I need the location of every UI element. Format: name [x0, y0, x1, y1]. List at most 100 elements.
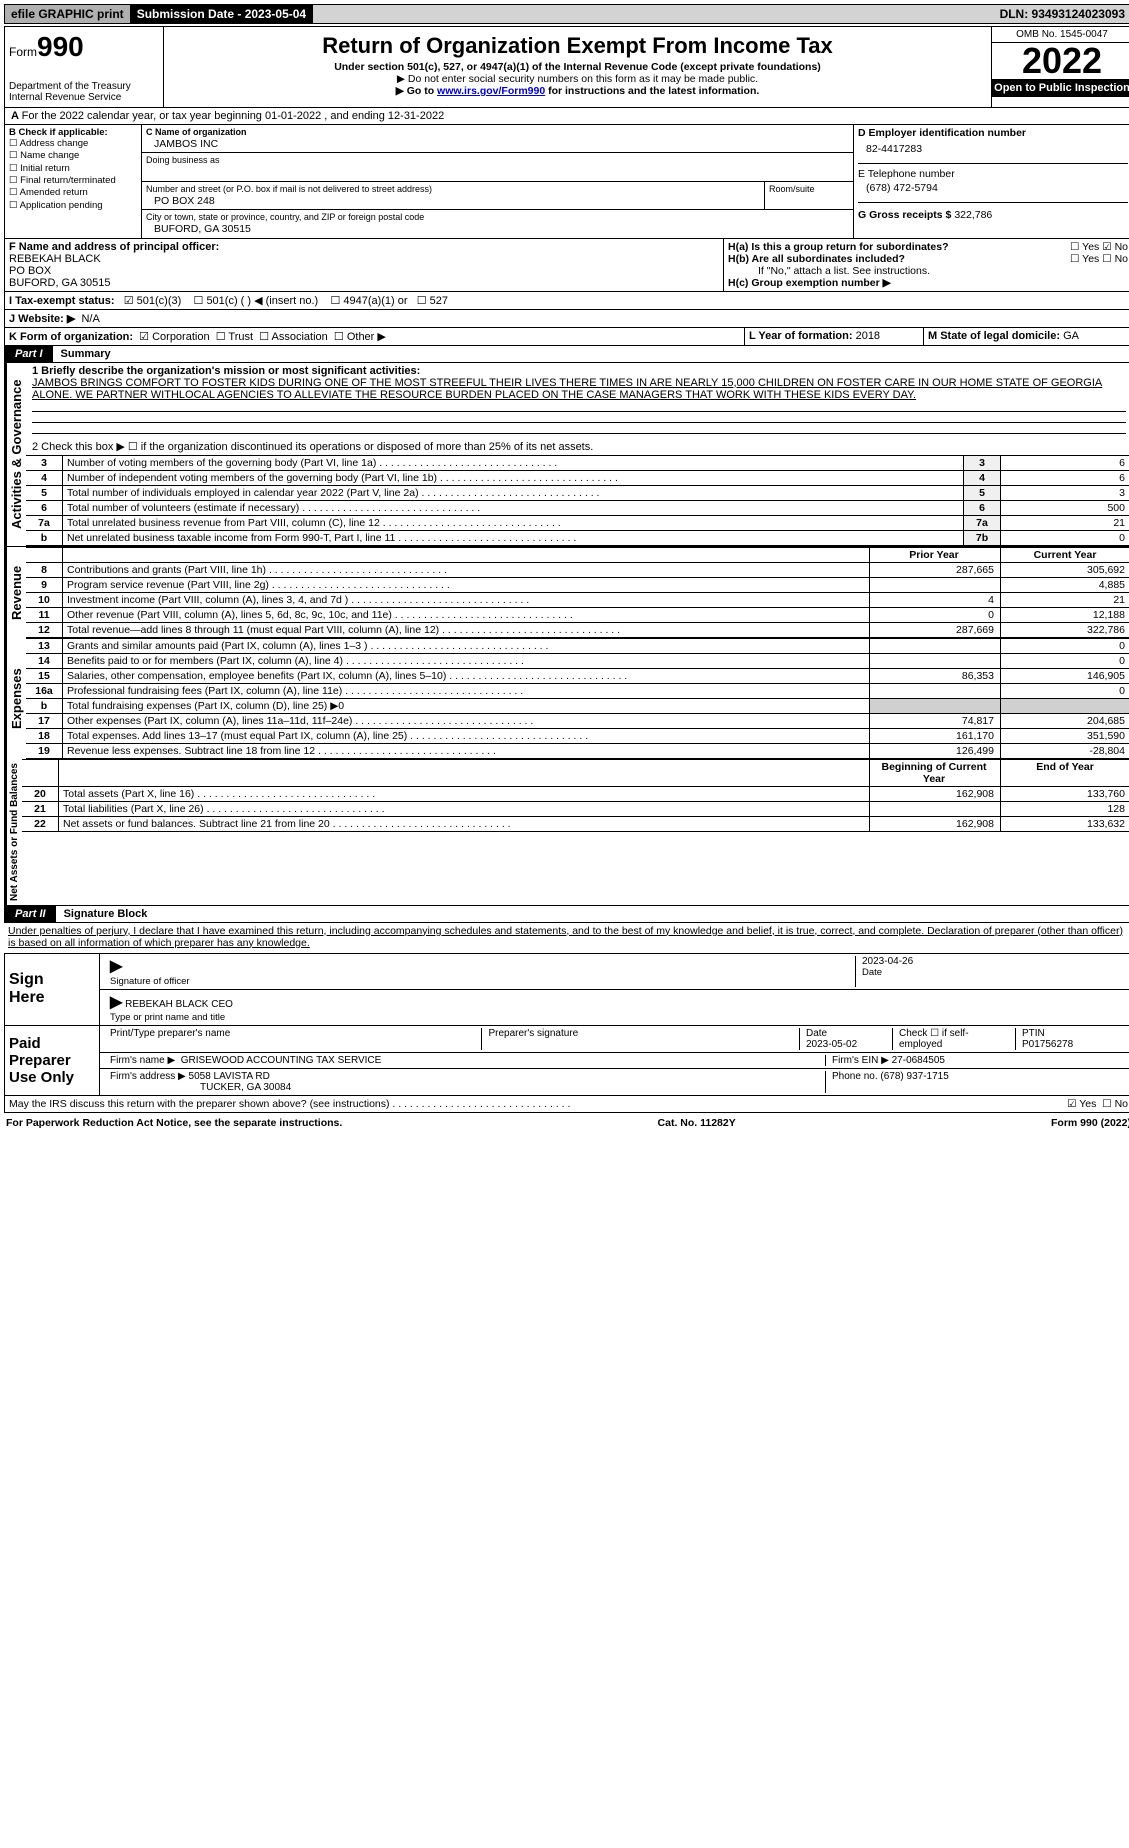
type-label: Type or print name and title [110, 1012, 225, 1023]
table-row: 6Total number of volunteers (estimate if… [26, 500, 1129, 515]
table-row: 3Number of voting members of the governi… [26, 455, 1129, 470]
line-desc: Salaries, other compensation, employee b… [63, 668, 870, 683]
sign-here: Sign Here [5, 954, 100, 1025]
h-b-text: H(b) Are all subordinates included? [728, 253, 905, 265]
form-header: Form990 Department of the Treasury Inter… [4, 26, 1129, 108]
domicile-label: M State of legal domicile: [928, 330, 1060, 342]
line-num: 5 [26, 485, 63, 500]
cb-address-change[interactable]: Address change [9, 138, 137, 150]
prior-val: 287,669 [870, 622, 1001, 637]
form-right: OMB No. 1545-0047 2022 Open to Public In… [991, 27, 1129, 107]
ein-label: D Employer identification number [858, 127, 1128, 139]
4947-label: 4947(a)(1) or [343, 295, 407, 307]
org-name-cell: C Name of organization JAMBOS INC [142, 125, 853, 153]
year-hdr: Prior Year Current Year [26, 547, 1129, 562]
firm-phone-label: Phone no. [832, 1071, 878, 1082]
cb-501c3[interactable] [124, 295, 137, 307]
addr-label: Number and street (or P.O. box if mail i… [146, 184, 760, 195]
line-desc: Benefits paid to or for members (Part IX… [63, 653, 870, 668]
current-year-hdr: Current Year [1001, 547, 1129, 562]
gov-table: 3Number of voting members of the governi… [26, 455, 1129, 546]
form-number: Form990 [9, 31, 159, 63]
table-row: bTotal fundraising expenses (Part IX, co… [26, 698, 1129, 713]
cb-final-return[interactable]: Final return/terminated [9, 175, 137, 187]
line-num: 4 [26, 470, 63, 485]
form-title: Return of Organization Exempt From Incom… [168, 33, 987, 59]
table-row: 19Revenue less expenses. Subtract line 1… [26, 743, 1129, 758]
firm-addr1: 5058 LAVISTA RD [189, 1071, 270, 1082]
sign-block: Sign Here ▶ Signature of officer 2023-04… [4, 953, 1129, 1026]
table-row: 14Benefits paid to or for members (Part … [26, 653, 1129, 668]
website-label: J Website: ▶ [9, 313, 75, 325]
line-desc: Total liabilities (Part X, line 26) [59, 801, 870, 816]
line-num: 3 [26, 455, 63, 470]
city-val: BUFORD, GA 30515 [146, 223, 849, 236]
box-i: I Tax-exempt status: 501(c)(3) 501(c) ( … [4, 292, 1129, 310]
line-desc: Total assets (Part X, line 16) [59, 786, 870, 801]
527-label: 527 [430, 295, 448, 307]
501c3-label: 501(c)(3) [137, 295, 182, 307]
yes-label2: Yes [1082, 253, 1099, 265]
table-row: 12Total revenue—add lines 8 through 11 (… [26, 622, 1129, 637]
cb-501c[interactable] [194, 295, 207, 307]
discuss-text: May the IRS discuss this return with the… [9, 1098, 1047, 1110]
expenses-section: Expenses 13Grants and similar amounts pa… [4, 638, 1129, 759]
line-num: 16a [26, 683, 63, 698]
org-name: JAMBOS INC [146, 138, 849, 151]
cb-name-change[interactable]: Name change [9, 150, 137, 162]
irs-link[interactable]: www.irs.gov/Form990 [437, 85, 545, 97]
line-num: 12 [26, 622, 63, 637]
paid1: Paid [9, 1035, 99, 1052]
other-label: Other ▶ [347, 331, 386, 343]
ptin-val: P01756278 [1022, 1039, 1073, 1050]
shaded-cell [870, 698, 1001, 713]
line-num: 8 [26, 562, 63, 577]
cb-corp[interactable] [139, 331, 152, 343]
cb-other[interactable] [334, 331, 347, 343]
form-title-block: Return of Organization Exempt From Incom… [164, 27, 991, 107]
label-a: A [11, 110, 19, 122]
prior-val: 161,170 [870, 728, 1001, 743]
prior-val [870, 801, 1001, 816]
q1-block: 1 Briefly describe the organization's mi… [26, 363, 1129, 455]
prep-date: 2023-05-02 [806, 1039, 857, 1050]
trust-label: Trust [228, 331, 253, 343]
ha-yes[interactable] [1070, 241, 1082, 253]
table-row: 11Other revenue (Part VIII, column (A), … [26, 607, 1129, 622]
part2-title: Signature Block [56, 906, 1129, 922]
cb-amended[interactable]: Amended return [9, 187, 137, 199]
cb-trust[interactable] [216, 331, 229, 343]
discuss-no[interactable] [1102, 1098, 1114, 1110]
part2-tab: Part II [5, 906, 56, 922]
self-emp-check[interactable]: Check ☐ if self-employed [892, 1028, 1015, 1050]
cb-app-pending[interactable]: Application pending [9, 200, 137, 212]
q1-label: 1 Briefly describe the organization's mi… [32, 365, 1126, 377]
cb-527[interactable] [417, 295, 430, 307]
prep-sig-label: Preparer's signature [481, 1028, 799, 1050]
footer-mid: Cat. No. 11282Y [658, 1117, 736, 1129]
prior-val: 126,499 [870, 743, 1001, 758]
year-form-label: L Year of formation: [749, 330, 853, 342]
cb-initial-return[interactable]: Initial return [9, 163, 137, 175]
paid3: Use Only [9, 1069, 99, 1086]
hb-no[interactable] [1102, 253, 1114, 265]
discuss-yes[interactable] [1067, 1098, 1079, 1110]
firm-addr-label: Firm's address ▶ [110, 1071, 186, 1082]
officer-name-title: REBEKAH BLACK CEO [125, 999, 233, 1010]
current-val: 12,188 [1001, 607, 1129, 622]
hb-yes[interactable] [1070, 253, 1082, 265]
officer-addr2: BUFORD, GA 30515 [9, 277, 719, 289]
table-row: bNet unrelated business taxable income f… [26, 530, 1129, 545]
cb-4947[interactable] [330, 295, 343, 307]
line-num: 17 [26, 713, 63, 728]
exp-table: 13Grants and similar amounts paid (Part … [26, 638, 1129, 759]
ha-no[interactable] [1102, 241, 1114, 253]
top-bar: efile GRAPHIC print Submission Date - 20… [4, 4, 1129, 24]
efile-label: efile GRAPHIC print [5, 5, 131, 23]
cb-assoc[interactable] [259, 331, 271, 343]
room-label: Room/suite [769, 184, 849, 195]
net-hdr: Beginning of Current Year End of Year [22, 759, 1129, 786]
line-val: 6 [1001, 455, 1129, 470]
line-ref: 6 [964, 500, 1001, 515]
table-row: 13Grants and similar amounts paid (Part … [26, 638, 1129, 653]
